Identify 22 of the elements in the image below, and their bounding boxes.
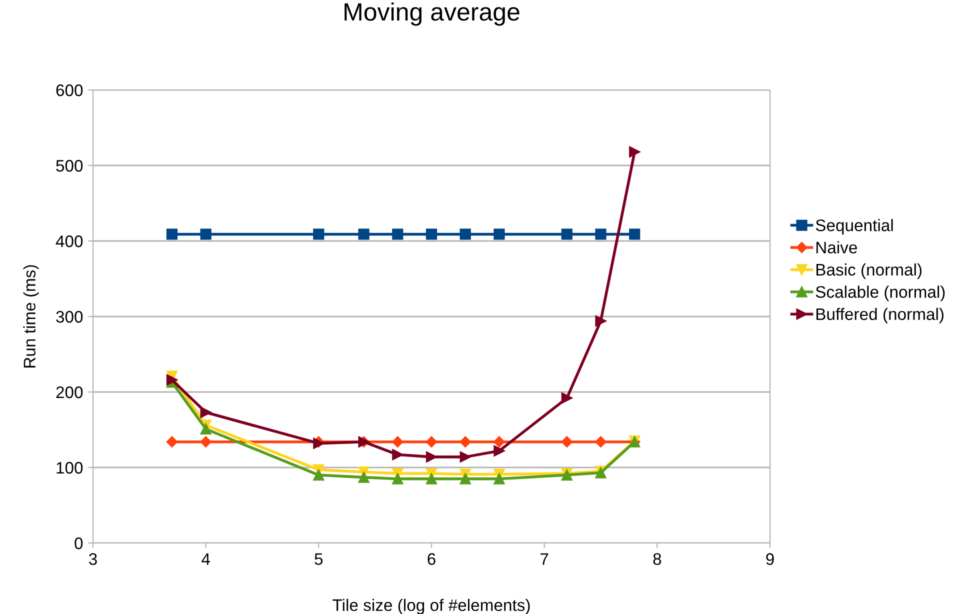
chart-title: Moving average (344, 2, 520, 26)
y-axis-title: Run time (ms) (23, 265, 39, 368)
y-tick-label: 300 (56, 310, 83, 323)
legend-label: Scalable (normal) (816, 286, 945, 302)
legend-label: Sequential (816, 219, 893, 235)
legend-label: Buffered (normal) (816, 308, 944, 324)
x-tick-label: 8 (653, 553, 662, 565)
x-axis-title: Tile size (log of #elements) (332, 598, 530, 614)
y-tick-label: 600 (56, 84, 83, 96)
y-tick-label: 100 (56, 462, 83, 474)
x-tick-label: 5 (314, 553, 323, 565)
x-tick-label: 9 (766, 553, 774, 565)
y-tick-label: 500 (56, 160, 83, 172)
legend-label: Basic (normal) (816, 263, 922, 279)
y-tick-label: 400 (56, 235, 83, 248)
x-tick-label: 3 (89, 553, 97, 565)
x-tick-label: 6 (428, 553, 436, 565)
x-tick-label: 4 (202, 553, 210, 565)
y-tick-label: 0 (74, 537, 83, 550)
y-tick-label: 200 (56, 386, 83, 398)
legend-label: Naive (816, 241, 857, 254)
x-tick-label: 7 (540, 553, 548, 565)
